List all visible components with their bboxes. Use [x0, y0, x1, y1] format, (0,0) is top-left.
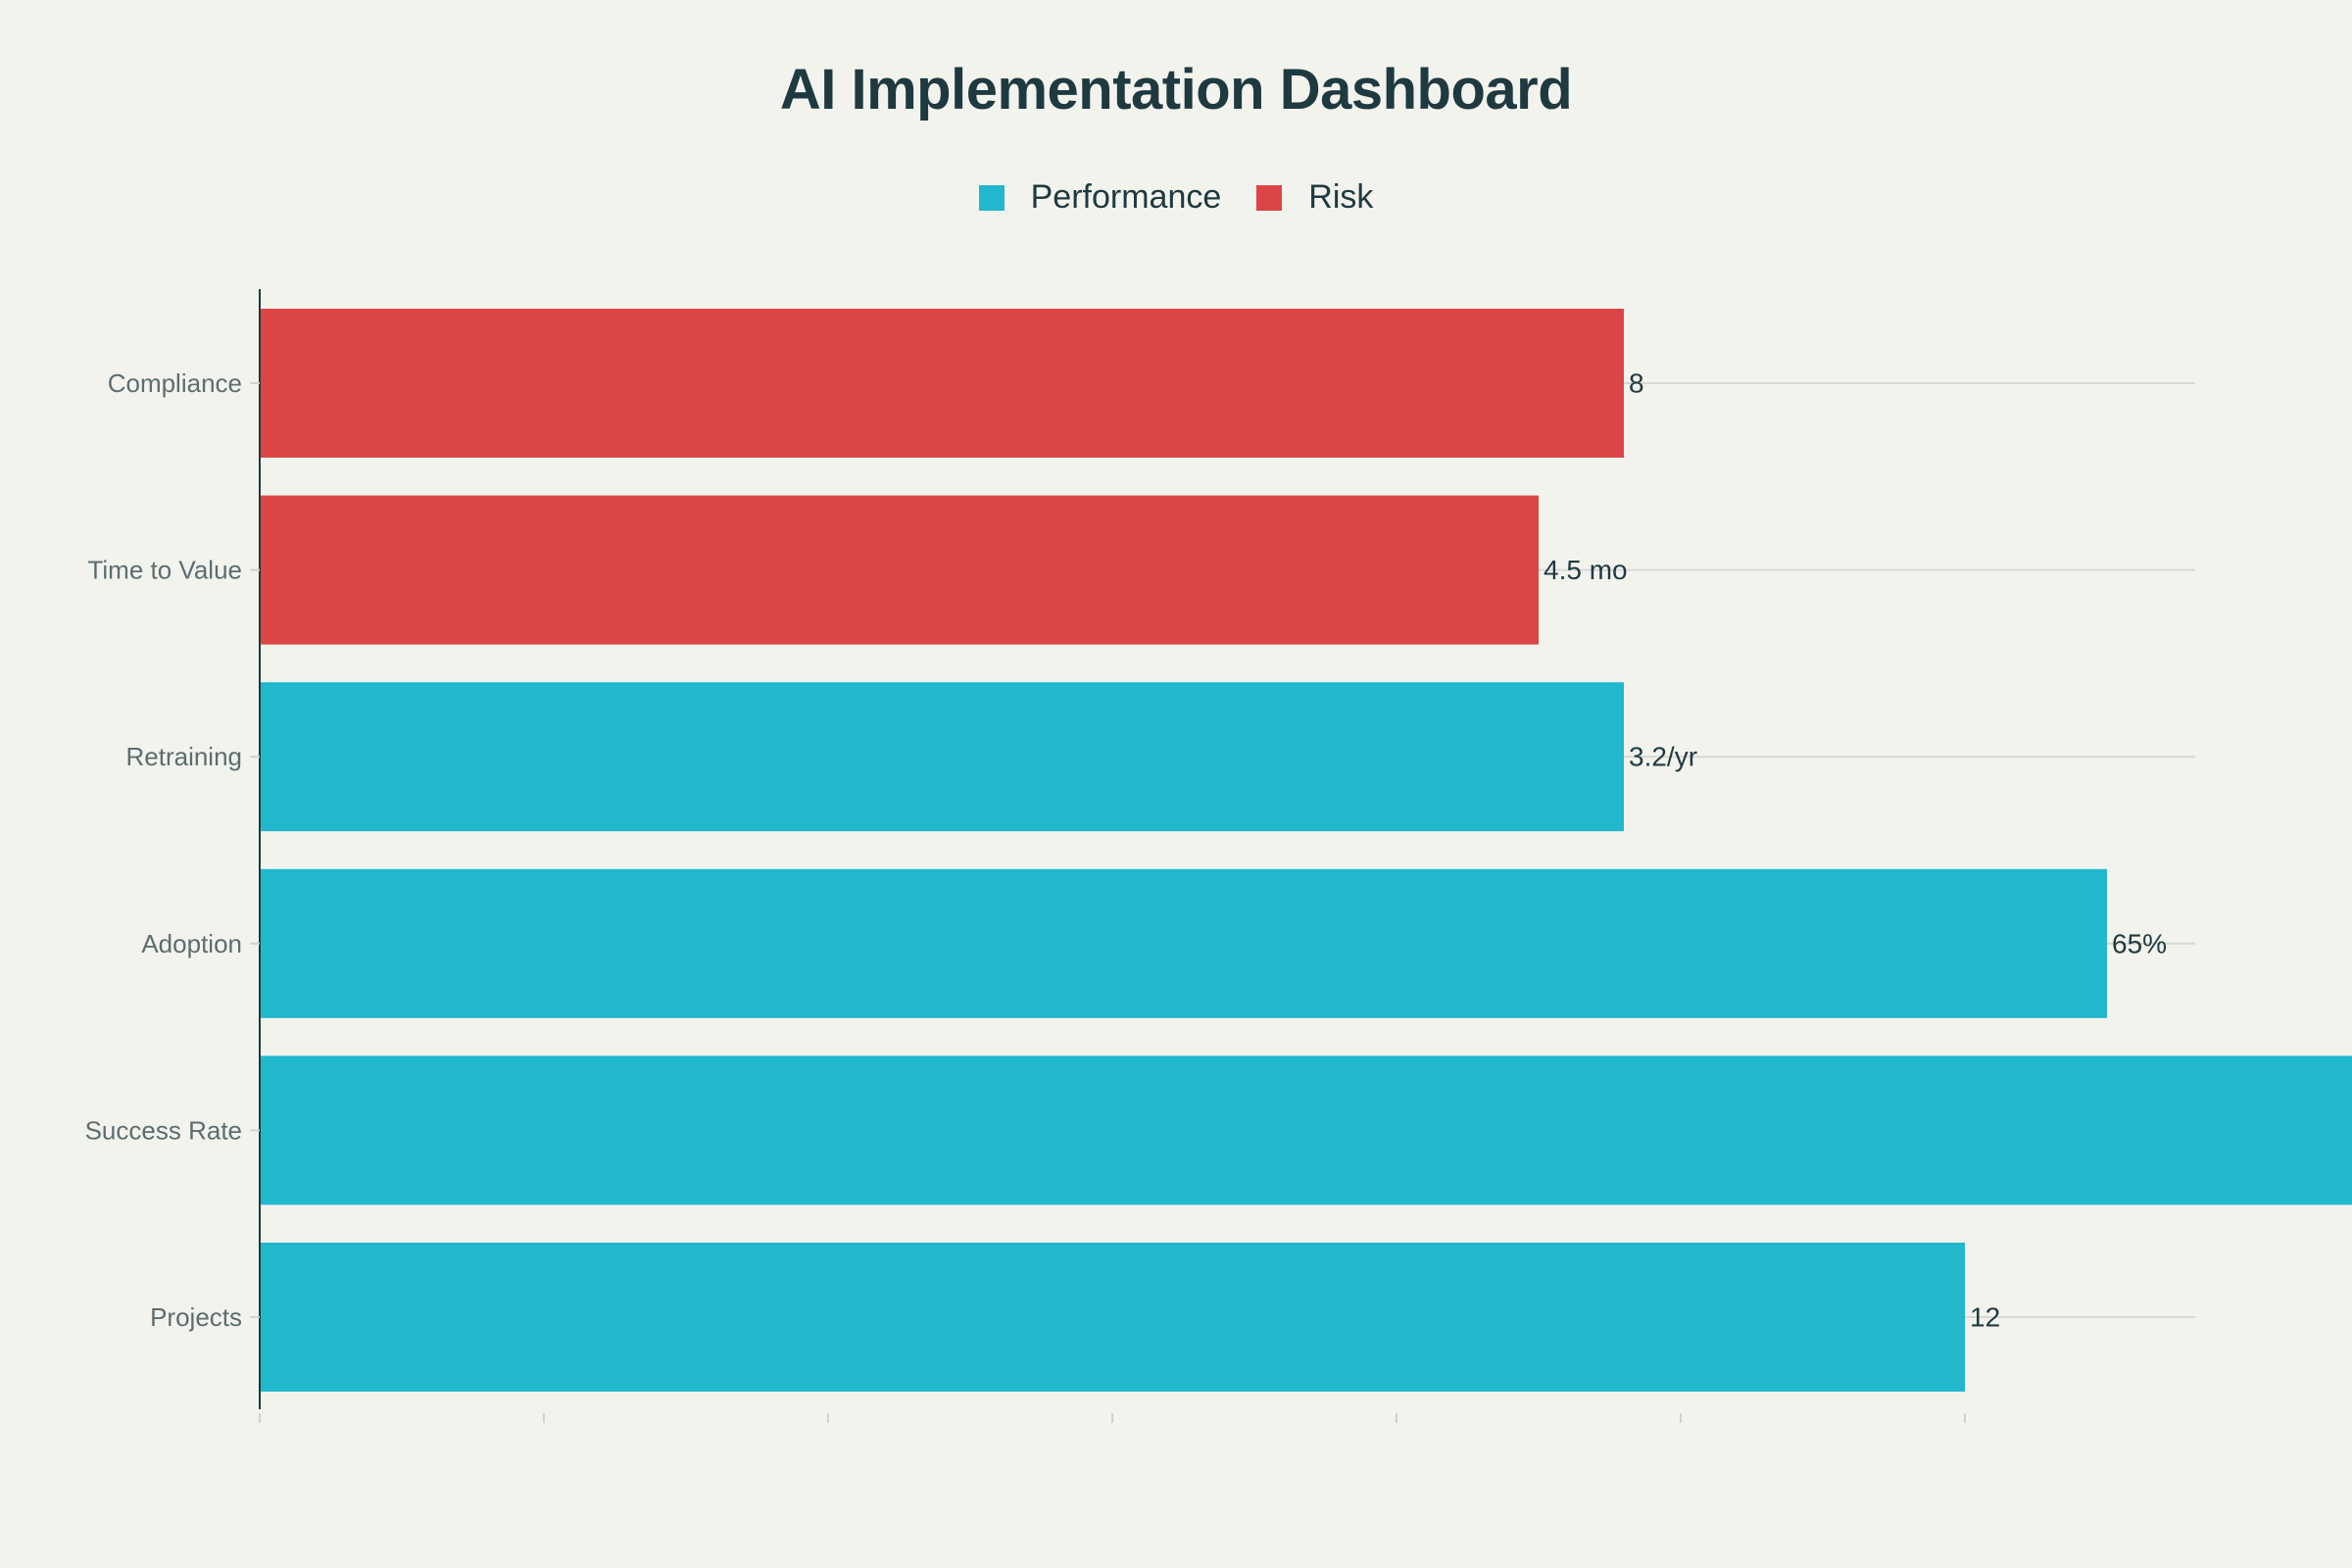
bar-adoption: [260, 868, 2107, 1018]
legend-swatch-risk: [1256, 184, 1283, 211]
y-tick-label: Time to Value: [87, 556, 242, 585]
y-tick-label: Adoption: [141, 929, 242, 958]
y-tick-label: Success Rate: [85, 1115, 242, 1145]
legend-item-risk[interactable]: Risk: [1256, 178, 1373, 217]
data-label: 12: [1970, 1302, 2000, 1333]
y-tick-label: Retraining: [125, 742, 242, 771]
bar-success-rate: [260, 1055, 2352, 1205]
y-tick-label: Compliance: [108, 368, 242, 398]
data-label: 3.2/yr: [1629, 742, 1697, 772]
legend-item-performance[interactable]: Performance: [978, 178, 1222, 217]
legend: Performance Risk: [0, 178, 2352, 217]
bar-time-to-value: [260, 495, 1539, 645]
bar-retraining: [260, 682, 1624, 832]
bar-projects: [260, 1243, 1965, 1392]
data-label: 4.5 mo: [1544, 555, 1628, 585]
y-tick-label: Projects: [150, 1302, 242, 1332]
bar-compliance: [260, 309, 1624, 458]
legend-label-performance: Performance: [1030, 178, 1222, 216]
legend-swatch-performance: [978, 184, 1004, 211]
data-label: 65%: [2112, 928, 2167, 958]
data-label: 8: [1629, 368, 1644, 399]
legend-label-risk: Risk: [1308, 178, 1374, 216]
chart-title: AI Implementation Dashboard: [779, 58, 1573, 122]
